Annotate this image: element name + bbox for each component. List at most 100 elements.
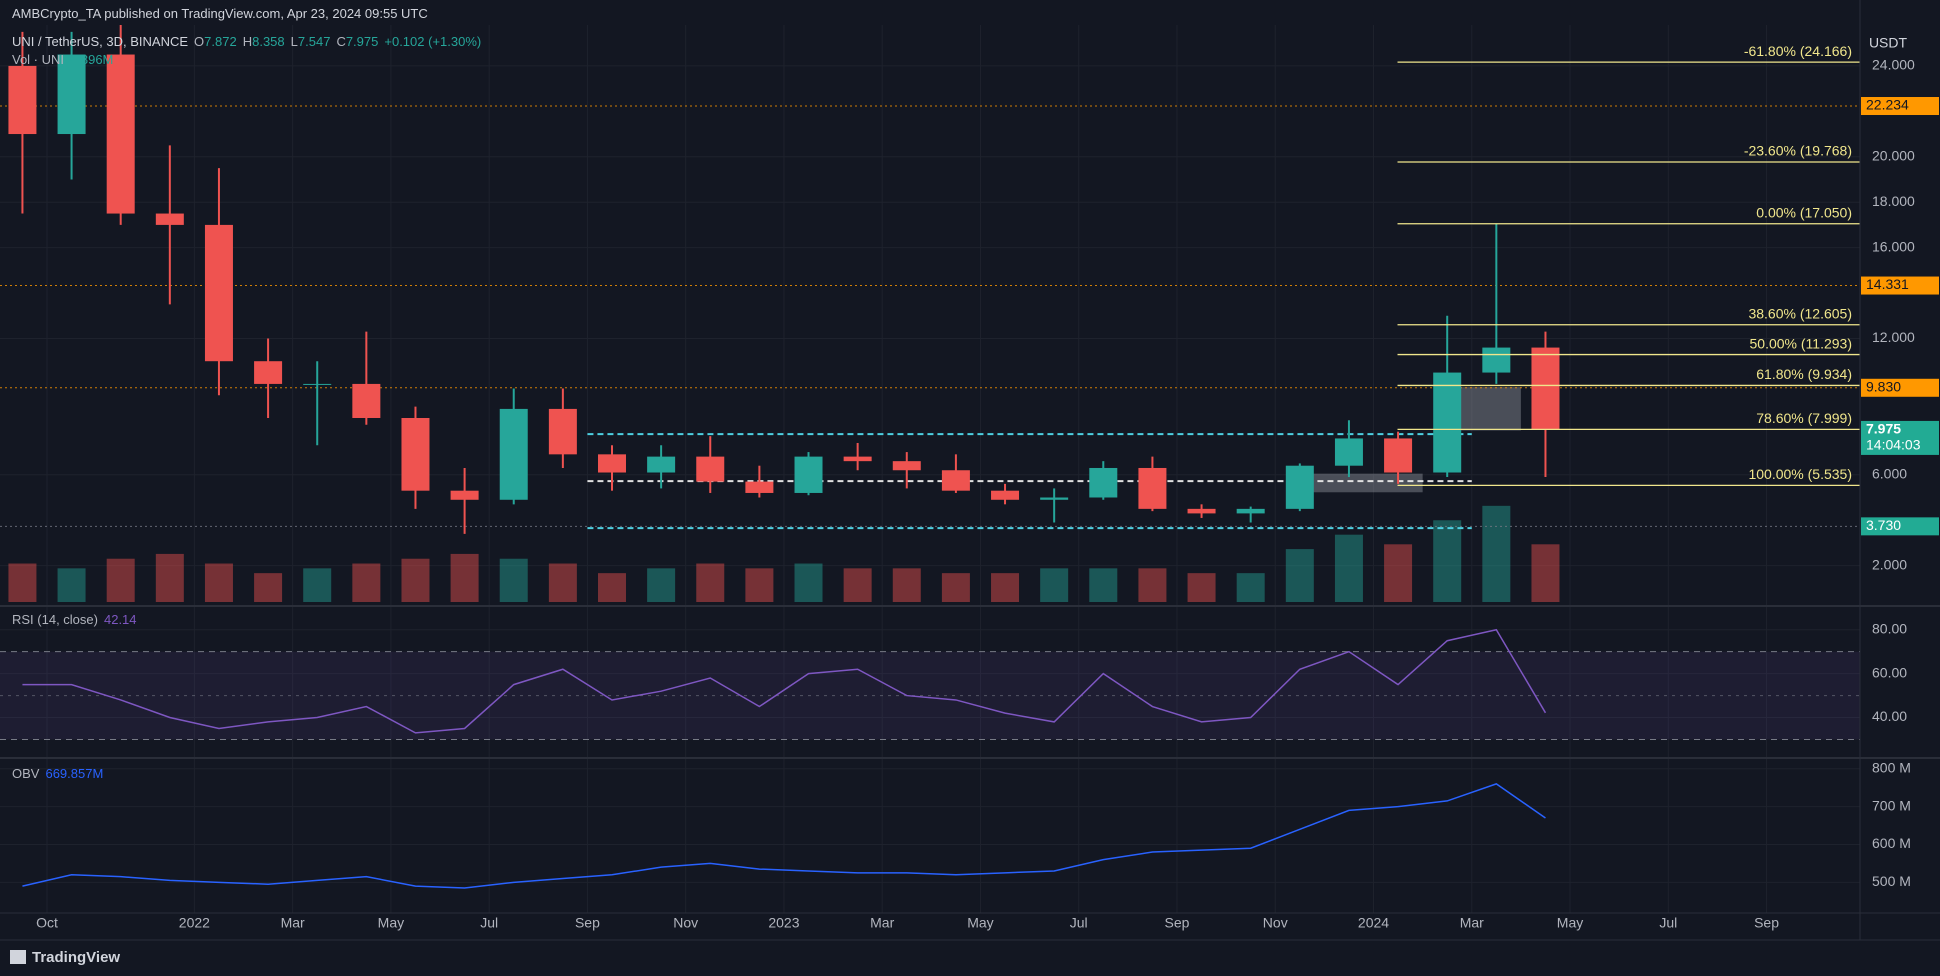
x-tick-label: Mar	[1460, 915, 1484, 931]
y-tick-label: 80.00	[1872, 620, 1907, 636]
price-label: 14.331	[1866, 276, 1909, 292]
volume-bar	[303, 568, 332, 602]
last-price-bg	[1861, 420, 1939, 455]
y-tick-label: 500 M	[1872, 873, 1911, 889]
ohlc-value: 7.975	[345, 34, 379, 49]
volume-bar	[8, 563, 37, 602]
candle-body	[1138, 467, 1167, 509]
ohlc-value: 7.872	[204, 34, 237, 49]
grid	[0, 25, 1860, 913]
x-tick-label: Mar	[870, 915, 894, 931]
ohlc-item: H 8.358	[243, 34, 285, 49]
fib-label: 100.00% (5.535)	[1748, 466, 1852, 482]
candle-body	[843, 456, 872, 462]
y-tick-label: 16.000	[1872, 238, 1915, 254]
volume-bar	[1334, 534, 1363, 602]
volume-bar	[941, 573, 970, 602]
countdown: 14:04:03	[1866, 437, 1921, 453]
x-tick-label: Sep	[1165, 915, 1190, 931]
volume-bar	[696, 563, 725, 602]
candle-body	[1384, 438, 1413, 473]
volume-bar	[1531, 544, 1560, 602]
volume-bar	[1187, 573, 1216, 602]
x-tick-label: Sep	[575, 915, 600, 931]
candle-body	[794, 456, 823, 493]
volume-bar	[352, 563, 381, 602]
volume-bar	[991, 573, 1020, 602]
candle-body	[1433, 372, 1462, 473]
volume-bar	[794, 563, 823, 602]
volume-bar	[204, 563, 233, 602]
y-tick-label: 700 M	[1872, 797, 1911, 813]
ohlc-change: +0.102 (+1.30%)	[384, 34, 482, 49]
y-tick-label: 6.000	[1872, 465, 1907, 481]
x-tick-label: May	[967, 915, 993, 931]
candle-body	[1089, 467, 1118, 498]
obv-line	[22, 783, 1546, 889]
price-label: 9.830	[1866, 378, 1901, 394]
candle-body	[1285, 465, 1314, 509]
volume-bar	[1089, 568, 1118, 602]
price-label-bg	[1861, 97, 1939, 116]
price-label-bg	[1861, 276, 1939, 295]
ohlc-key: O	[194, 34, 205, 49]
price-label: 22.234	[1866, 97, 1909, 113]
candle-body	[352, 383, 381, 418]
rsi-line	[22, 628, 1547, 734]
volume-bar	[106, 558, 135, 602]
price-label: 3.730	[1866, 517, 1901, 533]
rsi-pane	[0, 628, 1860, 740]
y-tick-label: 600 M	[1872, 835, 1911, 851]
y-tick-label: 2.000	[1872, 556, 1907, 572]
volume-bar	[1285, 549, 1314, 602]
candle-body	[57, 54, 86, 135]
ohlc-item: C 7.975	[336, 34, 378, 49]
x-tick-label: May	[1557, 915, 1583, 931]
x-tick-label: 2022	[179, 915, 210, 931]
candle-body	[745, 481, 774, 493]
rsi-last: 42.14	[103, 612, 137, 627]
rsi-title: RSI (14, close)	[12, 612, 98, 627]
publisher: AMBCrypto_TA published on TradingView.co…	[12, 6, 428, 21]
price-label-bg	[1861, 517, 1939, 536]
x-tick-label: Oct	[36, 915, 58, 931]
fib-label: 78.60% (7.999)	[1756, 410, 1852, 426]
price-label-bg	[1861, 378, 1939, 397]
candle-body	[450, 490, 479, 500]
volume-bar	[450, 553, 479, 602]
fib-label: 61.80% (9.934)	[1756, 366, 1852, 382]
candle-body	[597, 454, 626, 473]
rsi-row: RSI (14, close) 42.14	[12, 612, 137, 627]
volume-bar	[745, 568, 774, 602]
volume-bar	[1384, 544, 1413, 602]
currency: USDT	[1869, 35, 1908, 51]
publisher-row: AMBCrypto_TA published on TradingView.co…	[12, 6, 428, 21]
candle-body	[106, 54, 135, 214]
ohlc-item: O 7.872	[194, 34, 237, 49]
candle-body	[254, 361, 283, 384]
candle-body	[1040, 497, 1069, 500]
fib-label: -23.60% (19.768)	[1744, 143, 1852, 159]
obv-title: OBV	[12, 766, 40, 781]
volume-bar	[499, 558, 528, 602]
x-tick-label: Sep	[1754, 915, 1779, 931]
ohlc-value: 7.547	[297, 34, 331, 49]
y-tick-label: 800 M	[1872, 759, 1911, 775]
candle-body	[1187, 508, 1216, 514]
volume-bar	[155, 553, 184, 602]
x-tick-label: Jul	[1070, 915, 1088, 931]
x-tick-label: May	[378, 915, 404, 931]
symbol: UNI / TetherUS, 3D, BINANCE	[12, 34, 189, 49]
candle-body	[892, 461, 921, 471]
symbol-row: UNI / TetherUS, 3D, BINANCE O 7.872 H 8.358…	[12, 34, 481, 49]
candle-body	[696, 456, 725, 482]
volume-bar	[1040, 568, 1069, 602]
ohlc-item: L 7.547	[291, 34, 331, 49]
candle-body	[401, 417, 430, 491]
candle-body	[1334, 438, 1363, 466]
ohlc-value: 8.358	[252, 34, 285, 49]
ohlc-key: L	[290, 34, 298, 49]
last-price: 7.975	[1866, 421, 1901, 437]
x-tick-label: Jul	[1659, 915, 1677, 931]
